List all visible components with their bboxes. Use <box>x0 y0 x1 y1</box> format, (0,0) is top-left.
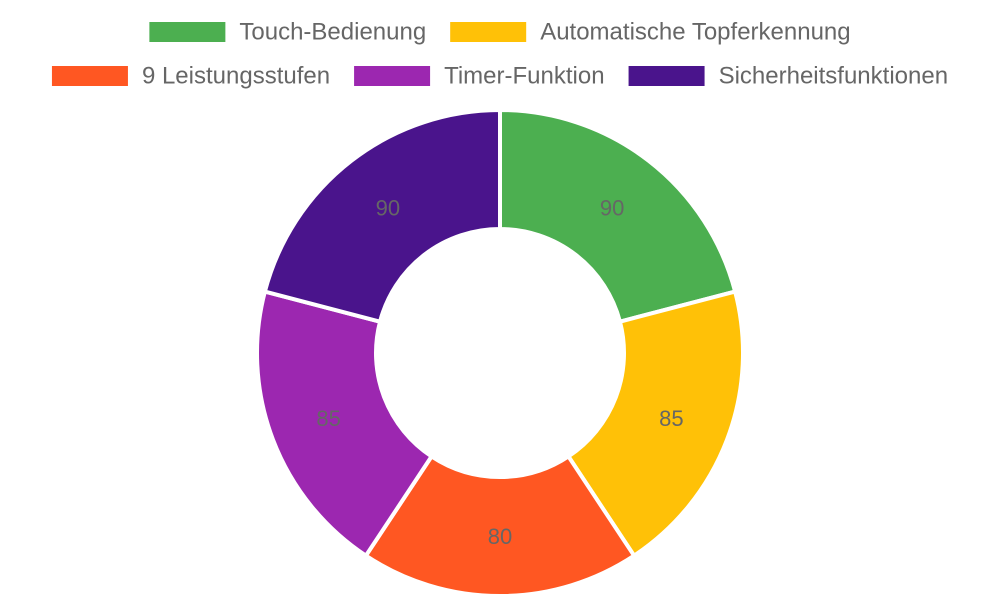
legend-item-touch-bedienung[interactable]: Touch-Bedienung <box>149 19 426 46</box>
legend-label: Touch-Bedienung <box>239 19 426 46</box>
legend-item-sicherheitsfunktionen[interactable]: Sicherheitsfunktionen <box>628 63 948 90</box>
slice-touch-bedienung[interactable] <box>498 107 738 325</box>
chart-slices <box>255 107 745 598</box>
legend-label: Automatische Topferkennung <box>540 19 850 46</box>
slice-value-sicherheitsfunktionen: 90 <box>376 195 400 220</box>
legend-swatch <box>450 22 527 42</box>
slice-9-leistungsstufen[interactable] <box>363 453 637 598</box>
legend-label: Timer-Funktion <box>444 63 604 90</box>
legend-item-9-leistungsstufen[interactable]: 9 Leistungsstufen <box>51 63 330 90</box>
legend-swatch <box>149 22 226 42</box>
chart-legend: Touch-Bedienung Automatische Topferkennun… <box>51 19 948 90</box>
legend-item-automatische-topferkennung[interactable]: Automatische Topferkennung <box>450 19 851 46</box>
slice-value-automatische-topferkennung: 85 <box>659 406 683 431</box>
legend-swatch <box>628 66 705 86</box>
legend-label: 9 Leistungsstufen <box>142 63 330 90</box>
slice-value-timer-funktion: 85 <box>316 406 340 431</box>
slice-automatische-topferkennung[interactable] <box>565 289 745 559</box>
legend-swatch <box>51 66 128 86</box>
slice-value-9-leistungsstufen: 80 <box>488 524 512 549</box>
slice-sicherheitsfunktionen[interactable] <box>262 107 502 325</box>
slice-timer-funktion[interactable] <box>255 289 435 559</box>
legend-label: Sicherheitsfunktionen <box>719 63 948 90</box>
legend-swatch <box>354 66 431 86</box>
slice-value-touch-bedienung: 90 <box>600 195 624 220</box>
legend-item-timer-funktion[interactable]: Timer-Funktion <box>354 63 605 90</box>
chart-value-labels: 90 85 80 85 90 <box>316 195 683 549</box>
